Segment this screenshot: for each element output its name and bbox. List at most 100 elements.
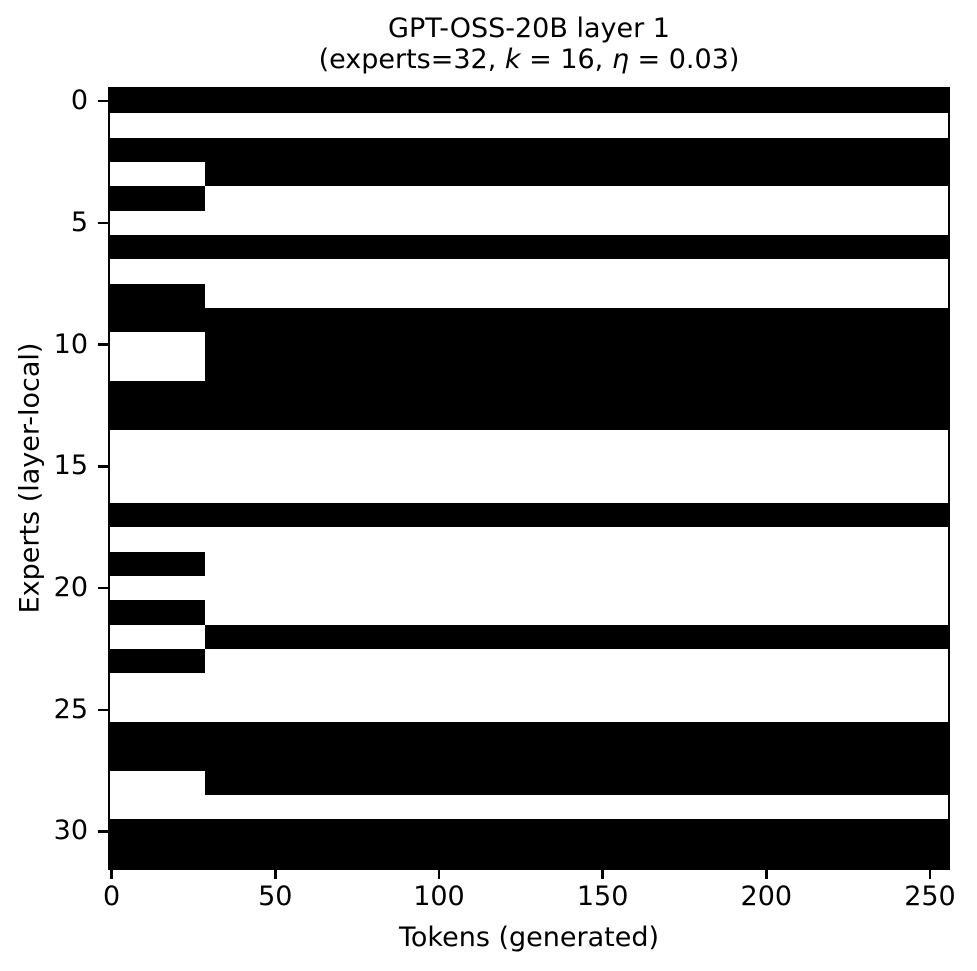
subtitle-eta-variable: η bbox=[611, 44, 629, 75]
expert-row-8 bbox=[110, 283, 948, 309]
cell-segment-early bbox=[110, 429, 205, 455]
cell-segment-late bbox=[204, 551, 948, 576]
subtitle-k-variable: k bbox=[504, 44, 521, 75]
cell-segment-early bbox=[110, 210, 205, 236]
cell-segment-late bbox=[204, 673, 948, 698]
x-tick-mark bbox=[928, 869, 932, 879]
expert-row-19 bbox=[110, 551, 948, 576]
y-tick-mark bbox=[98, 586, 108, 590]
y-tick-mark bbox=[98, 708, 108, 712]
y-tick-label: 15 bbox=[53, 450, 88, 482]
cell-segment-late bbox=[204, 648, 948, 674]
expert-row-20 bbox=[110, 575, 948, 601]
cell-segment-early bbox=[110, 113, 205, 138]
x-tick-label: 50 bbox=[258, 881, 293, 912]
cell-segment-early bbox=[110, 405, 205, 430]
subtitle-text: (experts=32, bbox=[318, 44, 505, 75]
y-tick-mark bbox=[98, 343, 108, 346]
chart-title: GPT-OSS-20B layer 1 bbox=[388, 13, 670, 44]
cell-segment-early bbox=[110, 721, 205, 747]
cell-segment-early bbox=[110, 600, 205, 625]
cell-segment-early bbox=[110, 624, 205, 649]
x-tick-mark bbox=[765, 869, 768, 879]
x-tick-label: 0 bbox=[103, 881, 121, 912]
expert-row-25 bbox=[110, 697, 948, 722]
cell-segment-early bbox=[110, 746, 205, 771]
cell-segment-early bbox=[110, 575, 205, 601]
cell-segment-early bbox=[110, 697, 205, 722]
cell-segment-late bbox=[204, 527, 948, 552]
cell-segment-late bbox=[204, 575, 948, 601]
cell-segment-early bbox=[110, 259, 205, 284]
cell-segment-early bbox=[110, 332, 205, 357]
expert-row-7 bbox=[110, 259, 948, 284]
cell-segment-late bbox=[204, 113, 948, 138]
cell-segment-late bbox=[204, 89, 948, 114]
cell-segment-early bbox=[110, 502, 205, 528]
chart-subtitle: (experts=32, k = 16, η = 0.03) bbox=[110, 44, 948, 75]
cell-segment-early bbox=[110, 162, 205, 187]
x-tick-mark bbox=[274, 869, 277, 879]
cell-segment-early bbox=[110, 770, 205, 795]
cell-segment-early bbox=[110, 819, 205, 844]
cell-segment-late bbox=[204, 721, 948, 747]
cell-segment-early bbox=[110, 356, 205, 382]
cell-segment-late bbox=[204, 210, 948, 236]
cell-segment-late bbox=[204, 405, 948, 430]
cell-segment-late bbox=[204, 454, 948, 479]
expert-row-28 bbox=[110, 770, 948, 795]
cell-segment-late bbox=[204, 308, 948, 333]
expert-row-6 bbox=[110, 235, 948, 260]
expert-row-30 bbox=[110, 819, 948, 844]
cell-segment-late bbox=[204, 162, 948, 187]
cell-segment-early bbox=[110, 794, 205, 820]
cell-segment-late bbox=[204, 600, 948, 625]
subtitle-text: = 16, bbox=[520, 44, 612, 75]
cell-segment-late bbox=[204, 332, 948, 357]
expert-row-23 bbox=[110, 648, 948, 674]
expert-row-24 bbox=[110, 673, 948, 698]
y-tick-label: 30 bbox=[53, 815, 88, 847]
y-tick-label: 20 bbox=[53, 572, 88, 604]
expert-row-0 bbox=[110, 89, 948, 114]
cell-segment-early bbox=[110, 235, 205, 260]
y-tick-mark bbox=[98, 465, 108, 468]
cell-segment-late bbox=[204, 137, 948, 163]
cell-segment-late bbox=[204, 356, 948, 382]
heatmap-rows-container bbox=[110, 89, 948, 868]
y-tick-label: 25 bbox=[53, 693, 88, 725]
x-axis-label: Tokens (generated) bbox=[399, 922, 659, 953]
expert-row-5 bbox=[110, 210, 948, 236]
cell-segment-early bbox=[110, 551, 205, 576]
expert-row-26 bbox=[110, 721, 948, 747]
expert-row-14 bbox=[110, 429, 948, 455]
expert-row-17 bbox=[110, 502, 948, 528]
y-tick-label: 0 bbox=[70, 85, 88, 117]
y-tick-mark bbox=[98, 830, 108, 833]
y-tick-mark bbox=[98, 99, 108, 103]
cell-segment-early bbox=[110, 454, 205, 479]
expert-row-18 bbox=[110, 527, 948, 552]
expert-row-1 bbox=[110, 113, 948, 138]
expert-row-22 bbox=[110, 624, 948, 649]
cell-segment-late bbox=[204, 283, 948, 309]
x-tick-label: 150 bbox=[576, 881, 629, 912]
x-tick-mark bbox=[601, 869, 604, 879]
cell-segment-early bbox=[110, 673, 205, 698]
expert-row-15 bbox=[110, 454, 948, 479]
cell-segment-late bbox=[204, 794, 948, 820]
subtitle-text: = 0.03) bbox=[628, 44, 740, 75]
cell-segment-late bbox=[204, 819, 948, 844]
cell-segment-late bbox=[204, 381, 948, 406]
cell-segment-late bbox=[204, 746, 948, 771]
expert-row-27 bbox=[110, 746, 948, 771]
cell-segment-late bbox=[204, 697, 948, 722]
expert-row-29 bbox=[110, 794, 948, 820]
x-tick-label: 100 bbox=[413, 881, 465, 912]
cell-segment-late bbox=[204, 502, 948, 528]
cell-segment-early bbox=[110, 283, 205, 309]
cell-segment-late bbox=[204, 478, 948, 503]
y-tick-mark bbox=[98, 221, 108, 225]
cell-segment-late bbox=[204, 429, 948, 455]
